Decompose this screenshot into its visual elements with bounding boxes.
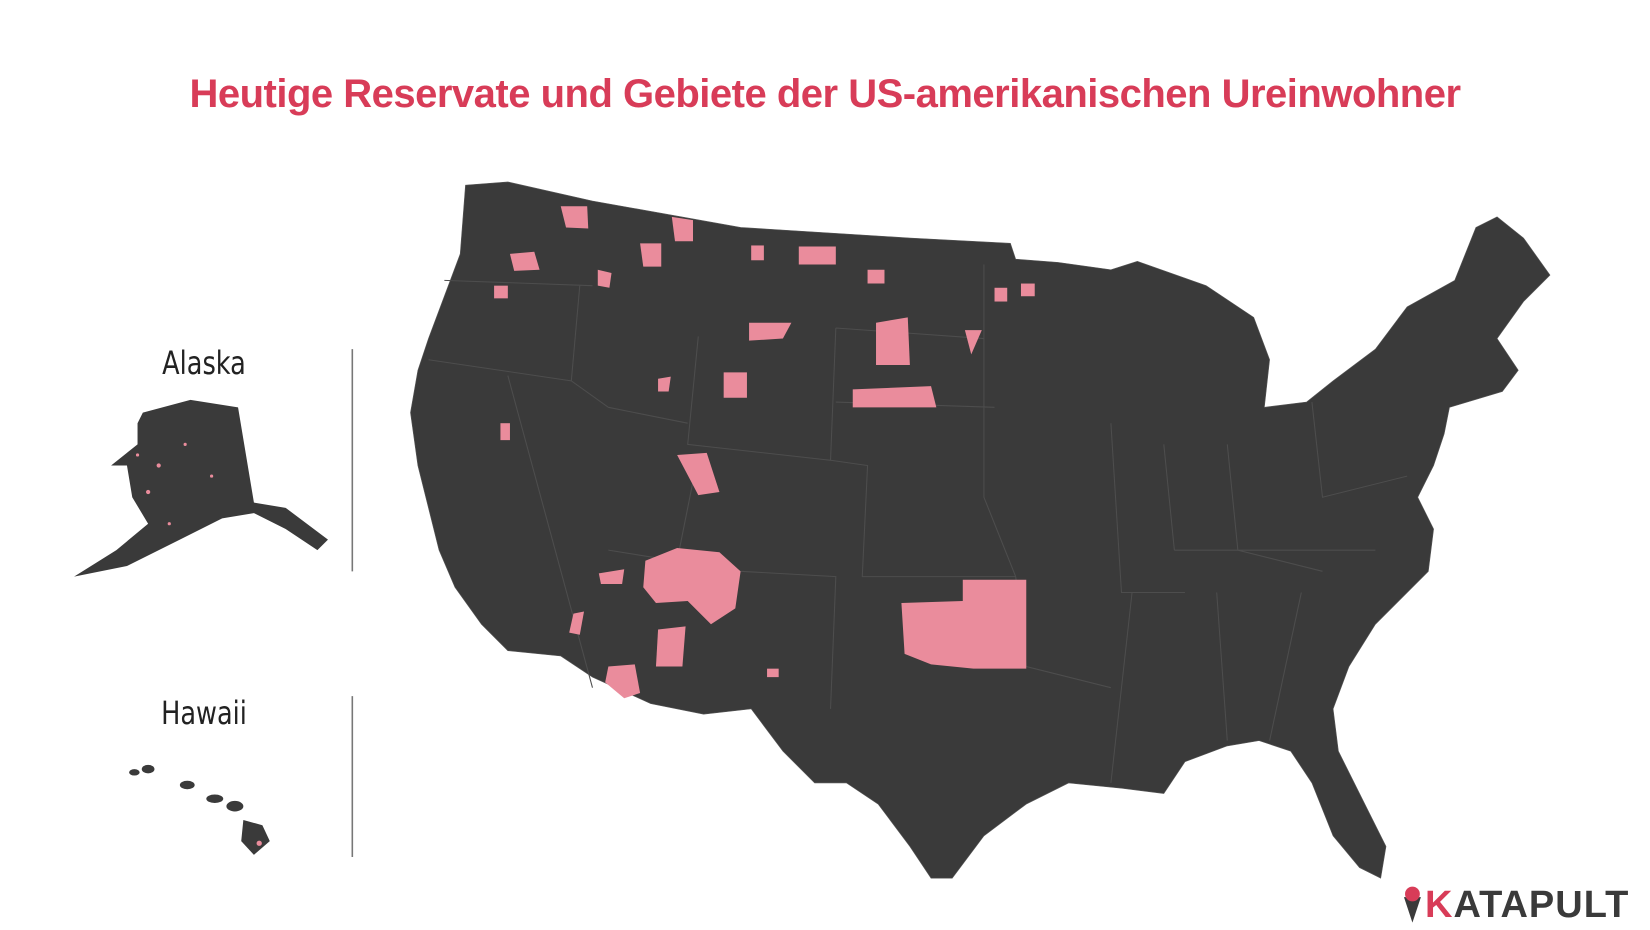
state-borders: [428, 264, 1408, 783]
reservation: [867, 269, 885, 284]
reservations: [494, 206, 1035, 699]
alaska-reservations: [135, 442, 214, 526]
reservation: [560, 206, 589, 229]
reservation: [509, 251, 540, 271]
inset-label: Alaska: [162, 344, 246, 382]
hawaii-reservation: [256, 840, 262, 846]
reservation: [597, 269, 612, 288]
reservation: [767, 668, 779, 678]
inset-label: Hawaii: [161, 694, 247, 732]
reservation: [749, 322, 792, 341]
reservation: [798, 246, 836, 265]
reservation: [852, 386, 937, 408]
reservation: [658, 376, 671, 392]
reservation: [964, 330, 982, 355]
reservation: [598, 569, 625, 585]
reservation: [723, 372, 747, 398]
reservation: [640, 243, 662, 267]
reservation: [605, 664, 641, 699]
reservation: [643, 548, 741, 625]
reservation: [1020, 283, 1035, 297]
reservation: [994, 287, 1008, 302]
reservation: [901, 579, 1027, 669]
reservation: [500, 423, 510, 441]
reservation: [751, 245, 764, 261]
hawaii: [129, 764, 270, 855]
logo-icon: [1403, 886, 1421, 923]
reservation: [876, 317, 910, 366]
reservation: [494, 285, 508, 299]
reservation: [655, 626, 686, 667]
logo: KATAPULT: [1425, 884, 1630, 926]
reservation: [671, 216, 693, 242]
map-title: Heutige Reservate und Gebiete der US-ame…: [189, 72, 1461, 116]
reservation: [569, 611, 585, 635]
us-mainland: [410, 181, 1551, 879]
alaska: [74, 399, 328, 577]
reservation: [677, 452, 720, 496]
